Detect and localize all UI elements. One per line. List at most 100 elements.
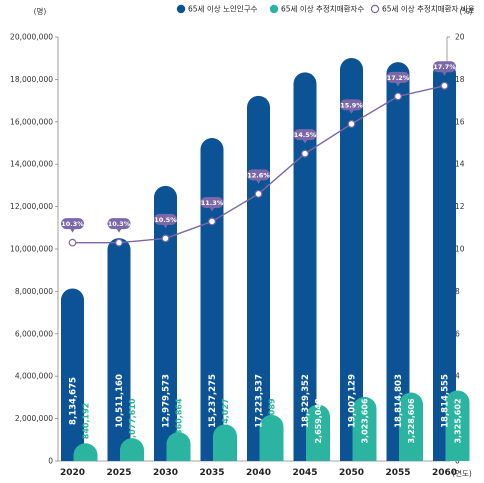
population-value-label: 8,134,675 — [69, 377, 79, 425]
population-bar — [61, 288, 84, 461]
y-tick-label: 2,000,000 — [15, 414, 53, 423]
rate-label-pointer — [70, 228, 75, 233]
legend-dementia-marker — [269, 4, 279, 14]
y-tick-label: 8,000,000 — [15, 287, 53, 296]
y-tick-label: 10,000,000 — [10, 245, 53, 254]
y-tick-label: 4,000,000 — [15, 372, 53, 381]
population-value-label: 18,329,352 — [301, 374, 311, 428]
legend: 65세 이상 노인인구수 65세 이상 추정치매환자수 65세 이상 추정치매환자 … — [176, 4, 475, 14]
population-bar — [433, 62, 456, 461]
population-value-label: 15,237,275 — [208, 374, 218, 428]
dementia-value-label: 2,173,089 — [268, 398, 277, 443]
x-tick-label: 2055 — [385, 468, 410, 478]
x-tick-label: 2020 — [60, 468, 85, 478]
rate-label-bubble — [154, 213, 177, 225]
rate-point — [254, 189, 263, 198]
y-tick-label: 20,000,000 — [10, 33, 53, 42]
legend-rate-label: 65세 이상 추정치매환자 비율 — [382, 4, 475, 14]
x-axis-unit: (연도) — [452, 469, 472, 478]
rate-label-pointer — [256, 179, 261, 184]
rate-value-label: 10.3% — [61, 220, 84, 228]
y-tick-label: 16,000,000 — [10, 117, 53, 126]
rate-label-pointer — [163, 224, 168, 229]
population-value-label: 10,511,160 — [115, 374, 125, 428]
dementia-bar — [120, 438, 144, 461]
legend-dementia-label: 65세 이상 추정치매환자수 — [281, 4, 364, 14]
rate-value-label: 10.5% — [154, 216, 177, 224]
dementia-bar — [352, 396, 377, 461]
y2-tick-label: 8 — [455, 287, 460, 296]
dementia-value-label: 1,360,864 — [175, 398, 184, 443]
y2-tick-label: 4 — [455, 372, 460, 381]
y-axis-right-unit: (%) — [460, 7, 473, 16]
rate-label-pointer — [302, 139, 308, 144]
dementia-value-label: 1,724,027 — [221, 398, 230, 443]
data-labels-layer: 8,134,675 840,192 10,511,160 1,077,610 12,97… — [69, 374, 463, 443]
x-tick-label: 2050 — [339, 468, 364, 478]
x-tick-label: 2035 — [199, 468, 224, 478]
rate-point — [208, 217, 216, 226]
rate-label-pointer — [209, 207, 215, 212]
population-value-label: 18,814,803 — [394, 374, 404, 428]
population-bar — [107, 238, 131, 461]
y2-tick-label: 10 — [455, 245, 465, 254]
population-bar — [340, 58, 363, 462]
dementia-bar — [445, 390, 470, 461]
rate-label-pointer — [116, 228, 122, 233]
dementia-value-label: 1,077,610 — [128, 398, 137, 443]
rate-point — [394, 92, 402, 101]
x-tick-label: 2040 — [246, 468, 271, 478]
rate-point — [115, 238, 123, 247]
y-tick-label: 12,000,000 — [10, 202, 53, 211]
rate-label-bubble — [433, 61, 456, 73]
rate-value-label: 11.3% — [201, 199, 224, 207]
dementia-value-label: 3,228,606 — [407, 398, 416, 443]
population-value-label: 12,979,573 — [162, 374, 172, 428]
dementia-value-label: 3,023,606 — [361, 398, 370, 443]
dementia-bar — [399, 392, 423, 461]
population-bar — [293, 72, 317, 462]
population-bar — [247, 95, 270, 461]
y2-tick-label: 12 — [455, 202, 465, 211]
dementia-bar — [259, 414, 284, 461]
rate-label-bubble — [247, 169, 270, 181]
y-tick-label: 6,000,000 — [15, 329, 53, 338]
rate-label-bubble — [386, 71, 410, 83]
rate-point — [68, 238, 77, 247]
population-bar — [154, 185, 177, 461]
dementia-bar — [306, 404, 330, 461]
y2-tick-label: 14 — [455, 160, 465, 169]
dementia-bar — [166, 432, 191, 461]
x-tick-label: 2045 — [292, 468, 317, 478]
population-value-label: 19,007,129 — [348, 374, 358, 428]
y2-tick-label: 6 — [455, 329, 460, 338]
x-tick-label: 2060 — [432, 468, 457, 478]
y2-tick-label: 16 — [455, 117, 465, 126]
rate-value-label: 15.9% — [340, 101, 363, 109]
x-tick-label: 2025 — [106, 468, 131, 478]
bars-layer — [61, 58, 470, 462]
rate-point — [301, 149, 309, 158]
y2-tick-label: 18 — [455, 75, 465, 84]
legend-rate-marker — [370, 4, 380, 14]
rate-point — [347, 120, 356, 128]
dementia-bar — [213, 424, 237, 461]
rate-value-label: 17.2% — [387, 74, 410, 82]
rate-value-label: 17.7% — [433, 63, 456, 71]
rate-line-layer: 10.3% 10.3% 10.5% 11.3% 12.6% 14.5% 15.9% 17.2%… — [61, 61, 456, 247]
dementia-value-label: 840,192 — [82, 403, 91, 439]
legend-population-label: 65세 이상 노인인구수 — [188, 4, 258, 14]
rate-value-label: 10.3% — [108, 220, 131, 228]
dementia-value-label: 2,659,048 — [314, 398, 323, 443]
y2-tick-label: 20 — [455, 33, 465, 42]
x-tick-label: 2030 — [153, 468, 178, 478]
rate-value-label: 12.6% — [247, 171, 270, 179]
y-tick-label: 18,000,000 — [10, 75, 53, 84]
rate-label-bubble — [340, 99, 363, 111]
population-value-label: 18,814,555 — [441, 374, 451, 428]
rate-point — [440, 81, 449, 90]
y-tick-label: 0 — [48, 457, 53, 466]
rate-label-bubble — [107, 218, 131, 230]
y-tick-label: 14,000,000 — [10, 160, 53, 169]
rate-label-pointer — [395, 82, 401, 87]
